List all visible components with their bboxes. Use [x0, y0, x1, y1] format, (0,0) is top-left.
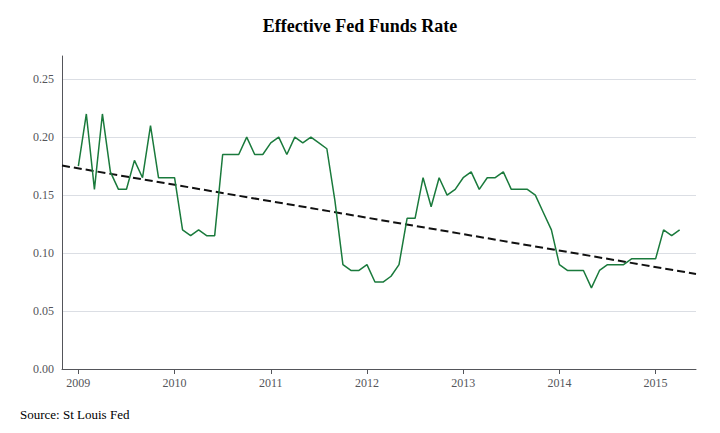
- svg-text:2010: 2010: [163, 376, 187, 390]
- svg-text:2015: 2015: [644, 376, 668, 390]
- svg-text:0.20: 0.20: [33, 130, 54, 144]
- svg-text:Effective Fed Funds Rate: Effective Fed Funds Rate: [263, 16, 457, 36]
- svg-text:0.15: 0.15: [33, 188, 54, 202]
- svg-text:0.25: 0.25: [33, 72, 54, 86]
- svg-text:2012: 2012: [355, 376, 379, 390]
- svg-text:0.00: 0.00: [33, 362, 54, 376]
- svg-text:0.05: 0.05: [33, 304, 54, 318]
- svg-text:Source: St Louis Fed: Source: St Louis Fed: [20, 407, 130, 422]
- svg-text:2009: 2009: [66, 376, 90, 390]
- svg-text:2014: 2014: [547, 376, 571, 390]
- svg-text:2013: 2013: [451, 376, 475, 390]
- svg-text:2011: 2011: [259, 376, 283, 390]
- svg-text:0.10: 0.10: [33, 246, 54, 260]
